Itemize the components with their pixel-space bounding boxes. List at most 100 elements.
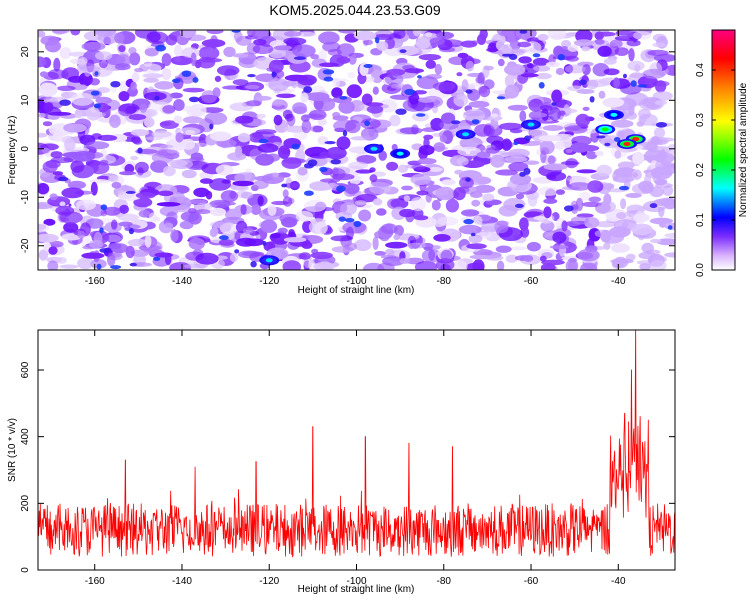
noise-blob (119, 204, 129, 214)
noise-blob (303, 163, 314, 169)
noise-blob (163, 165, 176, 177)
noise-blob (99, 248, 111, 253)
noise-blob (561, 220, 568, 232)
noise-blob (573, 39, 594, 47)
noise-blob (163, 222, 174, 229)
noise-blob (235, 145, 243, 159)
noise-blob (519, 110, 527, 122)
noise-blob (128, 47, 137, 55)
noise-blob (250, 204, 262, 215)
noise-blob (586, 151, 598, 160)
noise-blob (567, 44, 579, 52)
noise-blob (632, 31, 652, 40)
noise-blob (59, 264, 79, 269)
noise-blob (429, 37, 445, 46)
noise-blob (117, 190, 125, 195)
noise-blob (181, 47, 200, 59)
noise-blob (368, 126, 375, 137)
noise-blob (45, 39, 61, 53)
noise-blob (52, 171, 64, 176)
noise-blob (594, 38, 605, 45)
noise-blob (393, 234, 401, 241)
colorbar-ticks: 0.0 0.1 0.2 0.3 0.4 (695, 63, 735, 277)
colorbar-tick-label: 0.4 (695, 63, 706, 77)
noise-blob (282, 189, 289, 198)
noise-blob (344, 242, 357, 251)
colorbar-gradient (712, 30, 735, 270)
colorbar-frame (711, 29, 736, 271)
noise-blob (272, 172, 279, 178)
noise-blob (581, 46, 591, 52)
noise-blob (111, 181, 122, 189)
noise-blob (332, 77, 340, 87)
noise-blob (38, 249, 49, 261)
noise-blob (353, 30, 377, 41)
noise-blob (233, 30, 243, 43)
noise-blob (417, 158, 437, 165)
noise-blob (134, 68, 144, 73)
noise-blob (363, 64, 373, 68)
noise-blob (48, 246, 58, 255)
noise-blob (533, 215, 546, 221)
noise-blob (282, 196, 293, 207)
noise-blob (495, 169, 518, 176)
bottom-x-axis-ticks: -160 -140 -120 -100 -80 -60 -40 (85, 330, 626, 587)
noise-blob (128, 114, 147, 121)
noise-blob (310, 251, 333, 259)
top-x-tick-label: -160 (85, 276, 105, 287)
noise-blob (206, 30, 224, 35)
noise-blob (63, 123, 87, 133)
noise-blob (568, 182, 591, 191)
noise-blob (183, 263, 206, 269)
noise-blob (366, 104, 384, 114)
noise-blob (242, 227, 254, 235)
bottom-x-tick-label: -100 (346, 576, 366, 587)
noise-blob (143, 91, 167, 101)
noise-blob (129, 262, 137, 267)
noise-blob (274, 45, 292, 51)
noise-blob (300, 92, 309, 103)
noise-blob (499, 122, 523, 131)
noise-blob (417, 75, 422, 79)
noise-blob (107, 252, 116, 267)
noise-blob (611, 243, 630, 253)
noise-blob (252, 43, 274, 55)
figure-title: KOM5.2025.044.23.53.G09 (269, 2, 440, 18)
noise-blob (461, 209, 480, 217)
hotspot-core (462, 132, 470, 137)
noise-blob (95, 96, 112, 105)
noise-blob (372, 198, 383, 206)
noise-blob (153, 256, 161, 261)
noise-blob (174, 44, 183, 57)
noise-blob (425, 59, 437, 69)
noise-blob (142, 73, 164, 79)
noise-blob (360, 118, 381, 129)
noise-blob (281, 157, 302, 169)
noise-blob (476, 151, 491, 159)
noise-blob (141, 240, 163, 255)
noise-blob (551, 89, 563, 104)
noise-blob (613, 77, 620, 89)
noise-blob (254, 175, 273, 182)
noise-blob (250, 261, 257, 268)
top-x-tick-label: -140 (172, 276, 192, 287)
noise-blob (547, 155, 556, 165)
noise-blob (348, 161, 368, 170)
noise-blob (344, 183, 360, 195)
noise-blob (504, 63, 526, 76)
noise-blob (304, 190, 314, 196)
bottom-y-tick-label: 400 (20, 428, 31, 445)
noise-blob (70, 160, 85, 173)
noise-blob (192, 77, 199, 83)
noise-blob (421, 248, 442, 263)
noise-blob (336, 43, 355, 58)
noise-blob (605, 217, 620, 222)
noise-blob (235, 186, 250, 191)
noise-blob (167, 159, 188, 167)
noise-blob (416, 190, 429, 196)
noise-blob (533, 65, 551, 72)
noise-blob (151, 130, 172, 138)
noise-blob (656, 238, 675, 246)
noise-blob (236, 237, 257, 247)
noise-blob (473, 184, 496, 193)
